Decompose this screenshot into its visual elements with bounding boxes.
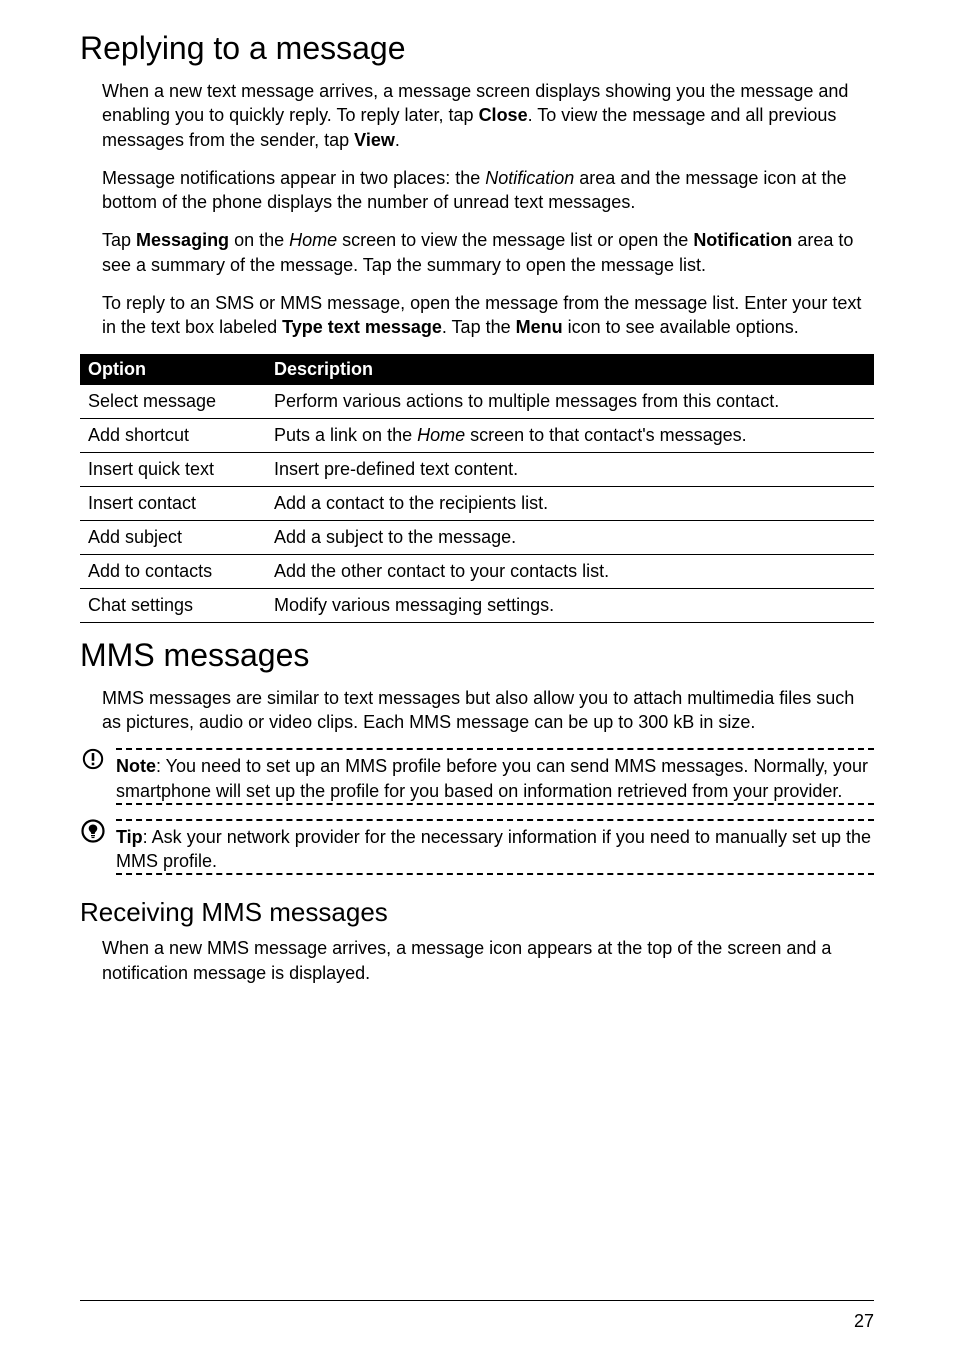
table-row: Insert contactAdd a contact to the recip…: [80, 486, 874, 520]
tip-label: Tip: [116, 827, 143, 847]
heading-replying: Replying to a message: [80, 30, 874, 67]
table-header-description: Description: [266, 354, 874, 385]
para-mms: MMS messages are similar to text message…: [80, 686, 874, 735]
para-replying-1: Message notifications appear in two plac…: [80, 166, 874, 215]
note-body: : You need to set up an MMS profile befo…: [116, 756, 868, 800]
tip-body: : Ask your network provider for the nece…: [116, 827, 871, 871]
table-cell-option: Add shortcut: [80, 418, 266, 452]
table-cell-option: Select message: [80, 385, 266, 419]
heading-receiving: Receiving MMS messages: [80, 897, 874, 928]
table-cell-description: Add a contact to the recipients list.: [266, 486, 874, 520]
table-cell-description: Modify various messaging settings.: [266, 588, 874, 622]
table-row: Add shortcutPuts a link on the Home scre…: [80, 418, 874, 452]
page-footer: 27: [80, 1300, 874, 1332]
para-replying-3: To reply to an SMS or MMS message, open …: [80, 291, 874, 340]
table-cell-description: Add the other contact to your contacts l…: [266, 554, 874, 588]
table-cell-option: Add subject: [80, 520, 266, 554]
table-row: Select messagePerform various actions to…: [80, 385, 874, 419]
para-receiving: When a new MMS message arrives, a messag…: [80, 936, 874, 985]
page-content: Replying to a message When a new text me…: [80, 30, 874, 1260]
table-row: Chat settingsModify various messaging se…: [80, 588, 874, 622]
table-cell-description: Perform various actions to multiple mess…: [266, 385, 874, 419]
table-cell-option: Insert contact: [80, 486, 266, 520]
tip-text: Tip: Ask your network provider for the n…: [116, 825, 874, 874]
tip-callout: Tip: Ask your network provider for the n…: [80, 819, 874, 880]
table-cell-option: Insert quick text: [80, 452, 266, 486]
table-row: Add subjectAdd a subject to the message.: [80, 520, 874, 554]
table-cell-description: Add a subject to the message.: [266, 520, 874, 554]
alert-icon: [80, 748, 106, 770]
dashed-divider: [116, 748, 874, 750]
page-number: 27: [854, 1311, 874, 1332]
note-label: Note: [116, 756, 156, 776]
lightbulb-icon: [80, 819, 106, 843]
table-row: Add to contactsAdd the other contact to …: [80, 554, 874, 588]
table-cell-option: Add to contacts: [80, 554, 266, 588]
table-cell-description: Puts a link on the Home screen to that c…: [266, 418, 874, 452]
table-cell-description: Insert pre-defined text content.: [266, 452, 874, 486]
table-body: Select messagePerform various actions to…: [80, 385, 874, 623]
para-replying-2: Tap Messaging on the Home screen to view…: [80, 228, 874, 277]
dashed-divider: [116, 819, 874, 821]
heading-mms: MMS messages: [80, 637, 874, 674]
table-header-row: Option Description: [80, 354, 874, 385]
options-table: Option Description Select messagePerform…: [80, 354, 874, 623]
note-callout: Note: You need to set up an MMS profile …: [80, 748, 874, 809]
table-cell-option: Chat settings: [80, 588, 266, 622]
para-replying-0: When a new text message arrives, a messa…: [80, 79, 874, 152]
table-header-option: Option: [80, 354, 266, 385]
dashed-divider: [116, 803, 874, 805]
dashed-divider: [116, 873, 874, 875]
note-text: Note: You need to set up an MMS profile …: [116, 754, 874, 803]
table-row: Insert quick textInsert pre-defined text…: [80, 452, 874, 486]
